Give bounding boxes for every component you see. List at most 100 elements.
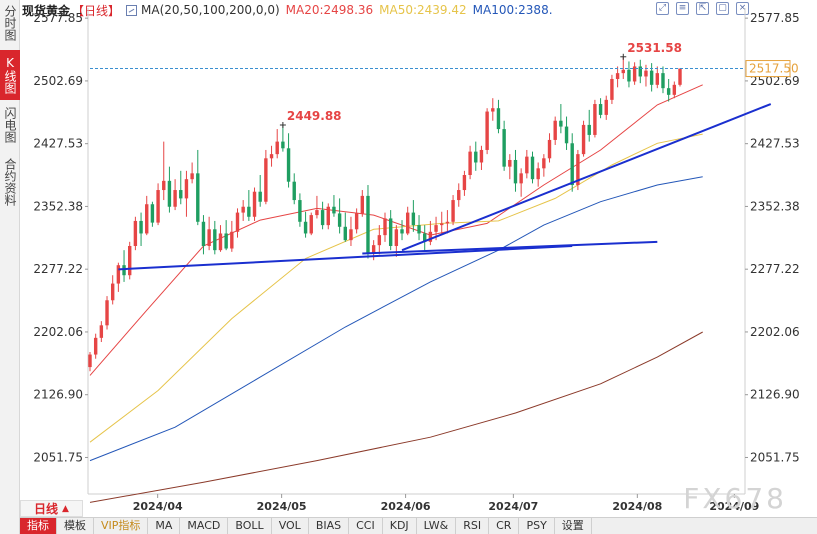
- indicator-tab-11[interactable]: RSI: [456, 518, 490, 534]
- ma-settings-icon[interactable]: [126, 4, 138, 16]
- indicator-tab-5[interactable]: BOLL: [228, 518, 272, 534]
- indicator-tab-2[interactable]: VIP指标: [94, 518, 149, 534]
- candle-body: [485, 111, 489, 150]
- expand-icon[interactable]: ⤢: [656, 2, 669, 15]
- candle-body: [394, 229, 399, 246]
- candle-body: [519, 173, 523, 184]
- ma200-line: [89, 331, 703, 503]
- candle-body: [655, 73, 660, 85]
- chart-header: 现货黄金 【日线】 MA(20,50,100,200,0,0) MA20:249…: [22, 0, 817, 20]
- candle-body: [457, 190, 461, 201]
- x-tick-label: 2024/04: [133, 500, 183, 513]
- ma-params: MA(20,50,100,200,0,0): [141, 3, 280, 17]
- candle-body: [502, 129, 506, 167]
- candle-body: [349, 229, 353, 241]
- y-tick-right: 2352.38: [750, 199, 800, 213]
- ma50-value: MA50:2439.42: [379, 3, 467, 17]
- instrument-name: 现货黄金: [22, 3, 71, 18]
- candle-body: [88, 354, 92, 368]
- candle-body: [230, 231, 234, 249]
- candle-body: [564, 126, 569, 144]
- indicator-tab-8[interactable]: CCI: [349, 518, 383, 534]
- candle-body: [133, 220, 138, 246]
- y-tick-left: 2352.38: [33, 199, 83, 213]
- candle-body: [468, 151, 472, 176]
- candle-body: [383, 218, 387, 236]
- y-tick-left: 2202.06: [33, 325, 83, 339]
- ma100-line: [89, 176, 703, 462]
- candle-body: [644, 70, 648, 77]
- current-price-label: 2517.50: [749, 62, 799, 76]
- candle-body: [388, 218, 393, 246]
- indicator-tab-bar: 指标 模板 VIP指标 MA MACD BOLL VOL BIAS CCI KDJ LW& RSI CR…: [20, 517, 817, 534]
- y-tick-right: 2427.53: [750, 137, 800, 151]
- candle-body: [547, 139, 552, 159]
- candle-body: [337, 213, 342, 227]
- x-tick-label: 2024/05: [257, 500, 307, 513]
- candle-body: [451, 200, 455, 222]
- candle-body: [269, 154, 274, 159]
- period-selector[interactable]: 日线 ▲: [20, 500, 83, 517]
- candle-body: [604, 99, 608, 115]
- candle-body: [479, 149, 484, 163]
- candle-body: [434, 225, 438, 232]
- y-tick-right: 2202.06: [750, 325, 800, 339]
- candle-body: [122, 265, 126, 276]
- export-icon[interactable]: ⇱: [696, 2, 709, 15]
- candle-body: [440, 223, 444, 226]
- y-tick-right: 2126.90: [750, 388, 800, 402]
- x-tick-label: 2024/07: [488, 500, 538, 513]
- candle-body: [615, 73, 620, 79]
- candle-body: [661, 73, 665, 89]
- candle-body: [320, 210, 325, 226]
- candle-body: [298, 200, 302, 222]
- candle-body: [218, 233, 223, 251]
- indicator-tab-14[interactable]: 设置: [555, 518, 592, 534]
- candle-body: [286, 148, 291, 182]
- candle-body: [156, 190, 160, 223]
- candle-body: [105, 300, 109, 326]
- candle-body: [542, 158, 546, 169]
- candle-body: [496, 108, 501, 130]
- indicator-tab-9[interactable]: KDJ: [383, 518, 417, 534]
- candle-body: [162, 180, 166, 191]
- trendline-1: [401, 103, 772, 252]
- indicator-tab-12[interactable]: CR: [489, 518, 520, 534]
- candle-body: [252, 191, 257, 217]
- x-tick-label: 2024/08: [612, 500, 662, 513]
- indicator-tab-1[interactable]: 模板: [57, 518, 94, 534]
- candle-body: [332, 206, 336, 214]
- indicator-tab-4[interactable]: MACD: [180, 518, 229, 534]
- candle-body: [343, 226, 347, 241]
- candle-body: [99, 325, 104, 338]
- indicator-tab-0[interactable]: 指标: [20, 518, 57, 534]
- candle-body: [128, 245, 132, 276]
- side-tab-3[interactable]: 合约资料: [3, 158, 17, 206]
- side-tab-2[interactable]: 闪电图: [3, 107, 17, 143]
- candle-body: [423, 233, 427, 242]
- side-tab-1[interactable]: K线图: [0, 50, 20, 100]
- indicator-tab-13[interactable]: PSY: [519, 518, 555, 534]
- y-tick-right: 2502.69: [750, 74, 800, 88]
- list-icon[interactable]: ≡: [676, 2, 689, 15]
- indicator-tab-10[interactable]: LW&: [417, 518, 457, 534]
- ma50-line: [89, 133, 703, 443]
- y-tick-left: 2427.53: [33, 137, 83, 151]
- trendline-0: [118, 244, 573, 271]
- y-tick-right: 2051.75: [750, 450, 800, 464]
- indicator-tab-7[interactable]: BIAS: [309, 518, 350, 534]
- candle-body: [247, 206, 251, 217]
- candle-body: [309, 215, 313, 234]
- candle-body: [292, 181, 296, 201]
- window-icon[interactable]: ▢: [716, 2, 729, 15]
- period-label[interactable]: 【日线】: [72, 3, 121, 18]
- indicator-tab-3[interactable]: MA: [148, 518, 181, 534]
- indicator-tab-6[interactable]: VOL: [272, 518, 309, 534]
- side-tab-0[interactable]: 分时图: [3, 5, 17, 41]
- close-icon[interactable]: ×: [736, 2, 749, 15]
- candle-body: [513, 159, 518, 184]
- candle-body: [678, 68, 682, 85]
- candle-body: [326, 206, 330, 226]
- candle-body: [275, 141, 279, 155]
